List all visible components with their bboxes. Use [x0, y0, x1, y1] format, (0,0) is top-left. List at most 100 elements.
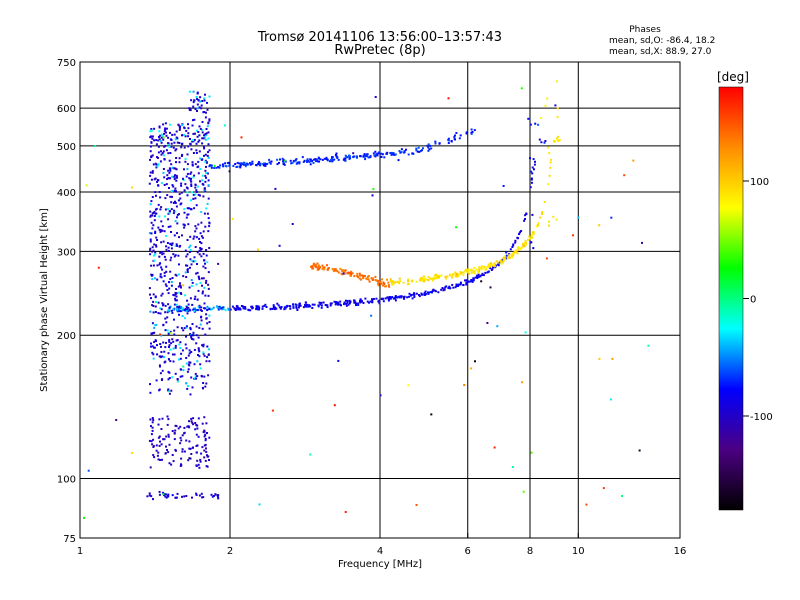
data-point — [220, 307, 223, 310]
data-point — [172, 185, 175, 188]
data-point — [189, 328, 192, 331]
data-point — [319, 303, 322, 306]
data-point — [423, 291, 426, 294]
data-point — [174, 220, 177, 223]
phases-title: Phases — [629, 25, 661, 35]
data-point — [243, 306, 246, 308]
data-point — [383, 285, 386, 288]
data-point — [202, 252, 205, 255]
data-point — [152, 438, 155, 441]
data-point — [362, 275, 365, 278]
data-point — [169, 152, 172, 154]
data-point — [219, 164, 222, 167]
data-point — [310, 265, 313, 268]
colorbar-tick-label: 100 — [750, 177, 769, 188]
data-point — [408, 292, 411, 295]
data-point — [356, 274, 358, 277]
data-point — [240, 162, 243, 165]
x-tick-label: 2 — [227, 546, 233, 557]
data-point — [178, 127, 181, 130]
data-point — [295, 162, 298, 165]
data-point — [503, 255, 506, 258]
data-point — [339, 303, 342, 306]
data-point — [196, 98, 199, 100]
data-point — [179, 125, 181, 128]
data-point — [169, 259, 172, 262]
data-point — [372, 188, 375, 191]
data-point — [190, 285, 193, 287]
data-point — [343, 271, 346, 274]
data-point — [419, 279, 422, 282]
data-point — [206, 465, 209, 468]
data-point — [317, 264, 320, 267]
data-point — [172, 308, 175, 311]
data-point — [294, 159, 297, 162]
data-point — [531, 213, 534, 216]
data-point — [169, 305, 172, 308]
data-point — [154, 177, 157, 180]
data-point — [190, 171, 193, 174]
data-point — [161, 292, 164, 295]
data-point — [493, 262, 496, 265]
data-point — [151, 250, 154, 253]
data-point — [415, 149, 418, 152]
data-point — [193, 256, 196, 259]
data-point — [200, 242, 203, 245]
data-point — [494, 265, 497, 268]
data-point — [375, 279, 378, 282]
data-point — [387, 281, 390, 284]
data-point — [207, 197, 210, 200]
data-point — [197, 348, 200, 351]
data-point — [467, 269, 470, 272]
data-point — [161, 225, 164, 228]
data-point — [289, 159, 292, 162]
data-point — [456, 273, 458, 276]
data-point — [489, 286, 492, 289]
data-point — [239, 166, 242, 169]
data-point — [403, 297, 405, 300]
data-point — [224, 309, 227, 312]
data-point — [156, 239, 158, 241]
data-point — [149, 215, 152, 218]
data-point — [162, 150, 165, 153]
data-point — [197, 305, 200, 308]
data-point — [330, 302, 333, 305]
data-point — [292, 306, 295, 309]
data-point — [153, 341, 156, 343]
data-point — [173, 209, 175, 212]
data-point — [529, 157, 531, 160]
data-point — [201, 100, 204, 102]
data-point — [389, 296, 392, 298]
data-point — [179, 425, 182, 428]
data-point — [179, 341, 182, 344]
data-point — [189, 248, 192, 251]
data-point — [196, 135, 199, 138]
data-point — [196, 271, 199, 274]
data-point — [186, 168, 189, 171]
data-point — [181, 124, 184, 127]
data-point — [178, 213, 180, 216]
data-point — [178, 358, 180, 361]
data-point — [168, 344, 171, 347]
data-point — [349, 271, 351, 274]
data-point — [381, 153, 384, 156]
data-point — [505, 251, 508, 254]
data-point — [152, 498, 154, 501]
data-point — [201, 277, 203, 280]
data-point — [364, 297, 367, 300]
data-point — [183, 495, 186, 498]
data-point — [174, 254, 177, 257]
data-point — [189, 297, 192, 300]
data-point — [198, 355, 201, 358]
data-point — [176, 222, 179, 225]
data-point — [503, 257, 506, 260]
data-point — [342, 269, 345, 272]
data-point — [477, 273, 480, 276]
data-point — [194, 108, 197, 111]
data-point — [197, 463, 200, 466]
data-point — [206, 212, 209, 215]
data-point — [199, 247, 202, 249]
data-point — [185, 129, 188, 132]
data-point — [202, 496, 205, 499]
data-point — [331, 160, 334, 163]
